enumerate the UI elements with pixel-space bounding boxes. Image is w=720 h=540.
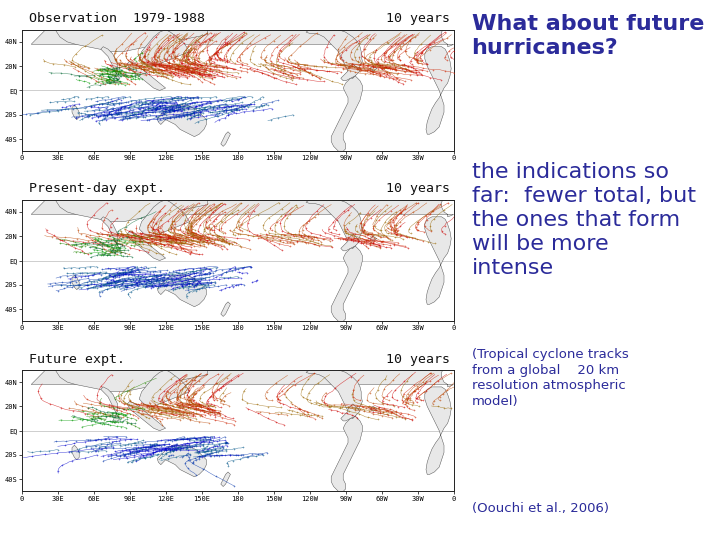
Text: (Oouchi et al., 2006): (Oouchi et al., 2006) [472,502,608,515]
Polygon shape [221,302,230,316]
Polygon shape [341,234,360,251]
Polygon shape [425,217,451,304]
Polygon shape [22,5,454,47]
Polygon shape [22,346,454,387]
Polygon shape [221,472,230,487]
Polygon shape [373,166,396,190]
Polygon shape [306,365,362,418]
Polygon shape [72,105,79,120]
Polygon shape [369,66,377,71]
Polygon shape [331,76,362,151]
Polygon shape [101,217,120,253]
Polygon shape [72,275,79,289]
Polygon shape [373,0,396,20]
Text: Observation  1979-1988: Observation 1979-1988 [29,12,204,25]
Text: the indications so
far:  fewer total, but
the ones that form
will be more
intens: the indications so far: fewer total, but… [472,162,696,278]
Polygon shape [127,232,166,261]
Polygon shape [306,25,362,78]
Polygon shape [127,402,166,431]
Polygon shape [341,404,360,421]
Polygon shape [139,370,189,406]
Text: What about future
hurricanes?: What about future hurricanes? [472,14,704,57]
Polygon shape [306,195,362,248]
Polygon shape [101,47,120,83]
Polygon shape [53,343,207,392]
Text: (Tropical cyclone tracks
from a global    20 km
resolution atmospheric
model): (Tropical cyclone tracks from a global 2… [472,348,629,408]
Text: 10 years: 10 years [386,12,450,25]
Polygon shape [139,200,189,237]
Polygon shape [369,237,377,241]
Polygon shape [369,406,377,411]
Polygon shape [157,275,207,307]
Polygon shape [53,3,207,52]
Polygon shape [425,47,451,134]
Polygon shape [157,445,207,477]
Text: Future expt.: Future expt. [29,353,125,366]
Polygon shape [139,30,189,66]
Polygon shape [331,246,362,321]
Polygon shape [331,416,362,491]
Polygon shape [373,336,396,360]
Polygon shape [157,105,207,137]
Text: 10 years: 10 years [386,183,450,195]
Text: Present-day expt.: Present-day expt. [29,183,165,195]
Polygon shape [22,176,454,217]
Polygon shape [101,387,120,423]
Polygon shape [72,445,79,460]
Polygon shape [341,64,360,81]
Polygon shape [221,132,230,146]
Polygon shape [127,62,166,91]
Polygon shape [53,173,207,221]
Text: 10 years: 10 years [386,353,450,366]
Polygon shape [425,387,451,475]
